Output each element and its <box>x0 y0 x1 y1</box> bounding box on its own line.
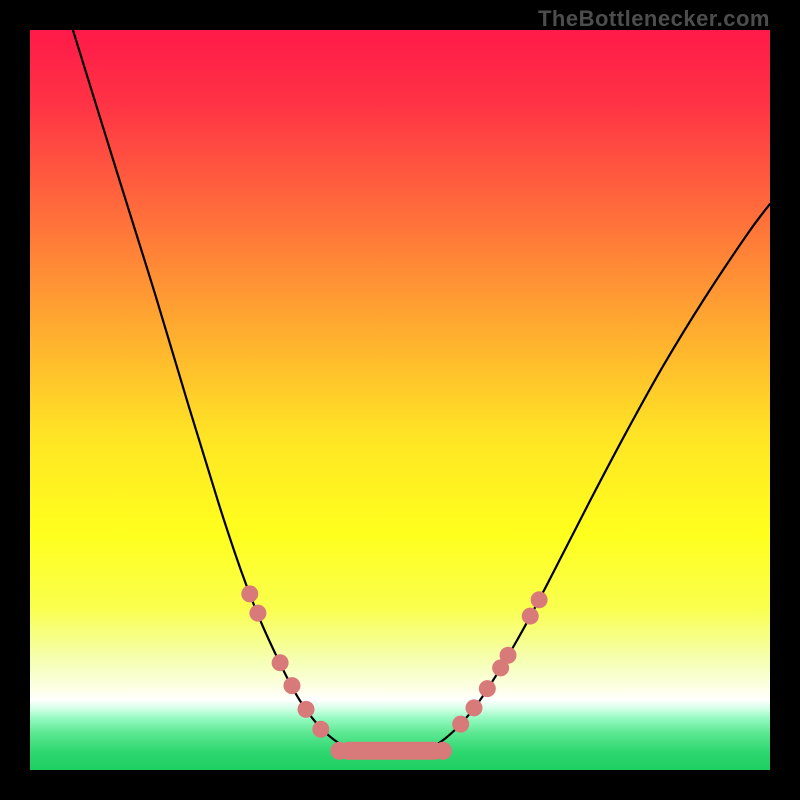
plot-area <box>30 30 770 770</box>
marker-left-1 <box>249 605 266 622</box>
marker-left-2 <box>272 654 289 671</box>
marker-left-4 <box>298 701 315 718</box>
valley-floor-cap <box>330 742 348 760</box>
chart-root: TheBottlenecker.com <box>0 0 800 800</box>
gradient-background <box>30 30 770 770</box>
marker-right-5 <box>522 608 539 625</box>
marker-left-5 <box>312 721 329 738</box>
marker-left-3 <box>283 677 300 694</box>
marker-right-2 <box>479 680 496 697</box>
marker-right-6 <box>531 591 548 608</box>
plot-svg <box>30 30 770 770</box>
watermark-text: TheBottlenecker.com <box>538 6 770 32</box>
marker-right-0 <box>452 716 469 733</box>
marker-right-1 <box>466 699 483 716</box>
marker-right-4 <box>500 647 517 664</box>
marker-left-0 <box>241 585 258 602</box>
valley-floor-cap <box>434 742 452 760</box>
valley-floor-bar <box>339 742 443 760</box>
